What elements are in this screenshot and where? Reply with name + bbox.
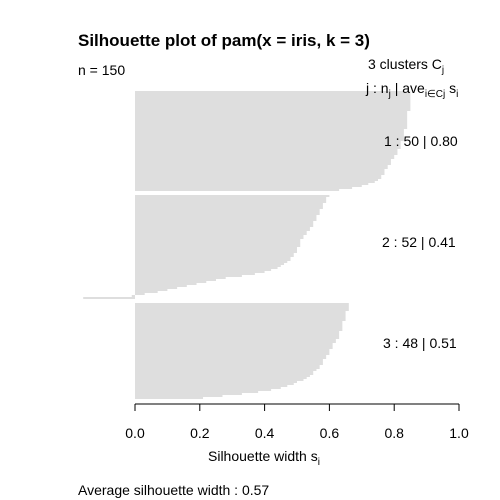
cluster-3-label: 3 : 48 | 0.51	[383, 335, 457, 351]
x-axis-label-text: Silhouette width s	[208, 448, 318, 464]
x-tick-label: 0.0	[125, 425, 145, 441]
x-axis	[134, 403, 460, 411]
legend-subheader-c-sub: i	[456, 88, 459, 100]
x-axis-label: Silhouette width si	[208, 449, 320, 468]
x-tick-label: 0.6	[319, 425, 340, 441]
legend-header-text: 3 clusters C	[368, 56, 442, 72]
legend-header: 3 clusters Cj	[368, 57, 444, 76]
legend-subheader-a: j : n	[366, 80, 389, 96]
legend-subheader-b-sub: i∈Cj	[424, 88, 446, 100]
cluster-1-label: 1 : 50 | 0.80	[384, 133, 458, 149]
legend-header-sub: j	[441, 64, 445, 76]
chart-title: Silhouette plot of pam(x = iris, k = 3)	[78, 31, 370, 50]
x-tick-label: 0.4	[254, 425, 275, 441]
legend-subheader-c: s	[445, 80, 457, 96]
legend-subheader: j : nj | avei∈Cj si	[366, 81, 458, 100]
average-silhouette-width: Average silhouette width : 0.57	[78, 482, 270, 498]
n-label: n = 150	[78, 62, 126, 78]
legend-subheader-a-sub: j	[388, 88, 391, 100]
cluster-2-label: 2 : 52 | 0.41	[382, 234, 456, 250]
x-axis-label-sub: i	[317, 456, 320, 468]
x-tick-label: 1.0	[449, 425, 469, 441]
x-tick-label: 0.8	[384, 425, 404, 441]
x-tick-label: 0.2	[190, 425, 210, 441]
bars-group	[83, 91, 411, 399]
legend-subheader-b: | ave	[390, 80, 425, 96]
